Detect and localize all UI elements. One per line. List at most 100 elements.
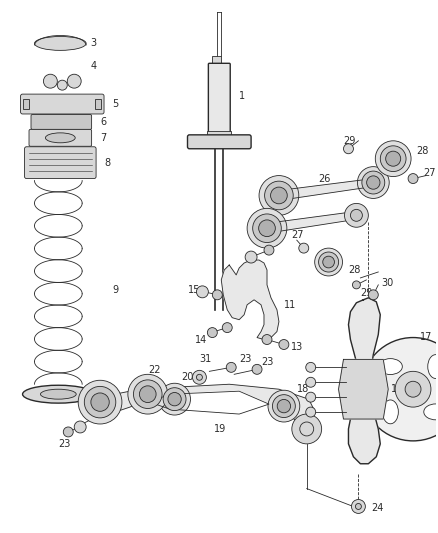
Circle shape [350,209,362,221]
Circle shape [85,386,116,418]
Ellipse shape [35,36,86,51]
Circle shape [67,74,81,88]
Circle shape [306,362,316,373]
Polygon shape [105,384,314,424]
Polygon shape [349,298,380,464]
Circle shape [163,387,186,410]
Circle shape [292,414,321,444]
Text: 18: 18 [297,384,309,394]
Circle shape [367,176,380,189]
Bar [95,99,101,109]
Circle shape [265,181,293,210]
FancyBboxPatch shape [187,135,251,149]
Text: 30: 30 [381,278,393,288]
Circle shape [272,394,295,417]
Text: 22: 22 [148,365,160,375]
Text: 29: 29 [343,136,356,146]
FancyBboxPatch shape [208,63,230,135]
FancyBboxPatch shape [29,130,92,146]
Circle shape [357,167,389,198]
Ellipse shape [378,359,403,375]
Circle shape [345,204,368,227]
Circle shape [57,80,67,90]
Text: 23: 23 [239,354,251,365]
Circle shape [226,362,236,373]
Circle shape [192,370,206,384]
Ellipse shape [428,354,438,378]
Circle shape [247,208,287,248]
Text: 28: 28 [349,265,361,275]
Circle shape [212,290,222,300]
Text: 17: 17 [420,332,432,342]
Circle shape [74,421,86,433]
Text: 16: 16 [391,384,403,394]
Circle shape [128,374,168,414]
Circle shape [314,248,343,276]
Bar [212,56,221,64]
Text: 4: 4 [90,61,96,71]
Circle shape [362,171,385,194]
Text: 8: 8 [104,158,110,168]
Text: 20: 20 [181,372,194,382]
Circle shape [264,245,274,255]
Text: 25: 25 [293,421,305,431]
Circle shape [252,365,262,374]
Circle shape [259,220,276,237]
Text: 6: 6 [100,117,106,127]
Polygon shape [150,391,269,414]
Text: 21: 21 [72,394,85,404]
Text: 3: 3 [90,38,96,49]
Text: 28: 28 [416,146,428,156]
FancyBboxPatch shape [31,115,92,130]
Circle shape [299,243,309,253]
Circle shape [268,390,300,422]
Bar [22,99,28,109]
Text: 27: 27 [291,230,304,240]
Circle shape [253,214,281,243]
Circle shape [300,422,314,436]
Polygon shape [267,212,357,233]
Text: 13: 13 [291,343,303,352]
Ellipse shape [22,385,94,403]
Text: 12: 12 [267,238,279,248]
Circle shape [361,337,438,441]
Text: 29: 29 [360,288,373,298]
Circle shape [318,252,339,272]
Circle shape [343,144,353,154]
Circle shape [134,380,162,408]
Circle shape [386,151,401,166]
Text: 11: 11 [284,300,296,310]
Circle shape [64,427,73,437]
Text: 9: 9 [112,285,118,295]
Circle shape [159,383,191,415]
Circle shape [395,372,431,407]
Circle shape [78,380,122,424]
Text: 24: 24 [371,504,384,513]
Text: 7: 7 [100,133,106,143]
Text: 14: 14 [195,335,208,344]
Circle shape [375,141,411,176]
Circle shape [222,322,232,333]
Polygon shape [279,179,373,200]
Circle shape [259,175,299,215]
Ellipse shape [40,389,76,399]
Text: 1: 1 [239,91,245,101]
Circle shape [245,251,257,263]
Text: 5: 5 [112,99,118,109]
Polygon shape [221,260,279,340]
Polygon shape [339,359,388,419]
Text: 26: 26 [319,174,331,183]
Text: 23: 23 [261,358,273,367]
Circle shape [262,335,272,344]
Text: 23: 23 [58,439,71,449]
Circle shape [306,392,316,402]
Circle shape [91,393,109,411]
Circle shape [168,392,181,406]
Text: 27: 27 [423,167,435,177]
Circle shape [43,74,57,88]
Circle shape [368,290,378,300]
Ellipse shape [424,404,438,420]
Circle shape [323,256,335,268]
Circle shape [351,499,365,513]
FancyBboxPatch shape [21,94,104,114]
